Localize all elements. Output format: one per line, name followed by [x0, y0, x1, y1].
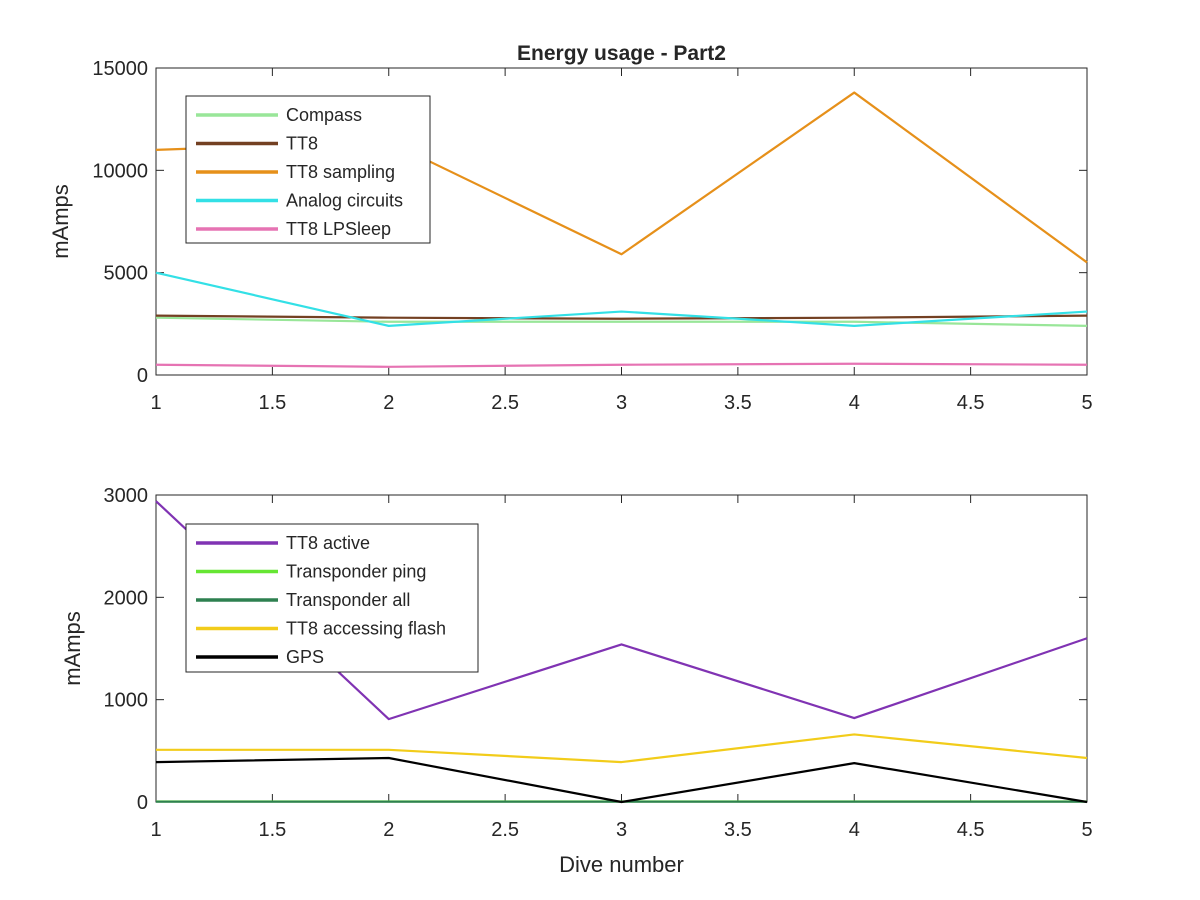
series-line-compass — [155, 316, 1088, 327]
y-tick-label: 15000 — [92, 58, 148, 80]
x-tick-label: 3 — [616, 819, 627, 841]
series-line-gps — [155, 756, 1088, 804]
chart-title: Energy usage - Part2 — [517, 42, 726, 65]
legend-entry: TT8 accessing flash — [286, 619, 446, 639]
legend-entry: GPS — [286, 647, 324, 667]
x-tick-label: 4 — [849, 819, 860, 841]
x-tick-label: 5 — [1081, 819, 1092, 841]
y-tick-label: 1000 — [104, 690, 149, 712]
x-tick-label: 2 — [383, 392, 394, 414]
x-tick-label: 2.5 — [491, 392, 519, 414]
y-tick-label: 2000 — [104, 587, 149, 609]
series-line-analog-circuits — [155, 271, 1088, 327]
bottom-chart: mAmps Dive number 1 1.5 2 2.5 3 3.5 4 4.5 5 0 1000… — [60, 485, 1093, 877]
top-chart: Energy usage - Part2 mAmps 1 1.5 2 2.5 3 3.5 4… — [48, 42, 1093, 414]
x-tick-label: 1 — [150, 819, 161, 841]
x-axis-label: Dive number — [559, 852, 684, 877]
legend-entry: Transponder ping — [286, 562, 426, 582]
legend-entry: Analog circuits — [286, 191, 403, 211]
legend-entry: TT8 sampling — [286, 162, 395, 182]
x-tick-label: 1 — [150, 392, 161, 414]
legend-box — [185, 523, 479, 673]
legend-entry: TT8 LPSleep — [286, 219, 391, 239]
x-tick-label: 1.5 — [258, 392, 286, 414]
x-tick-label: 4.5 — [957, 392, 985, 414]
x-tick-label: 4.5 — [957, 819, 985, 841]
x-tick-label: 2.5 — [491, 819, 519, 841]
x-tick-label: 3 — [616, 392, 627, 414]
legend-entry: TT8 — [286, 134, 318, 154]
x-tick-label: 1.5 — [258, 819, 286, 841]
x-tick-label: 5 — [1081, 392, 1092, 414]
y-tick-label: 3000 — [104, 485, 149, 507]
x-tick-label: 3.5 — [724, 819, 752, 841]
x-tick-label: 2 — [383, 819, 394, 841]
series-line-tt8 — [155, 314, 1088, 320]
y-axis-label: mAmps — [48, 184, 73, 259]
legend-entry: Compass — [286, 105, 362, 125]
legend-entry: Transponder all — [286, 590, 410, 610]
x-tick-label: 4 — [849, 392, 860, 414]
legend-box — [185, 95, 431, 244]
y-tick-label: 0 — [137, 792, 148, 814]
y-tick-label: 0 — [137, 365, 148, 387]
series-line-tt8-lpsleep — [155, 362, 1088, 368]
y-axis-label: mAmps — [60, 611, 85, 686]
y-tick-label: 5000 — [104, 263, 149, 285]
y-tick-label: 10000 — [92, 160, 148, 182]
legend-entry: TT8 active — [286, 533, 370, 553]
series-line-tt8-accessing-flash — [156, 733, 1088, 764]
x-tick-label: 3.5 — [724, 392, 752, 414]
